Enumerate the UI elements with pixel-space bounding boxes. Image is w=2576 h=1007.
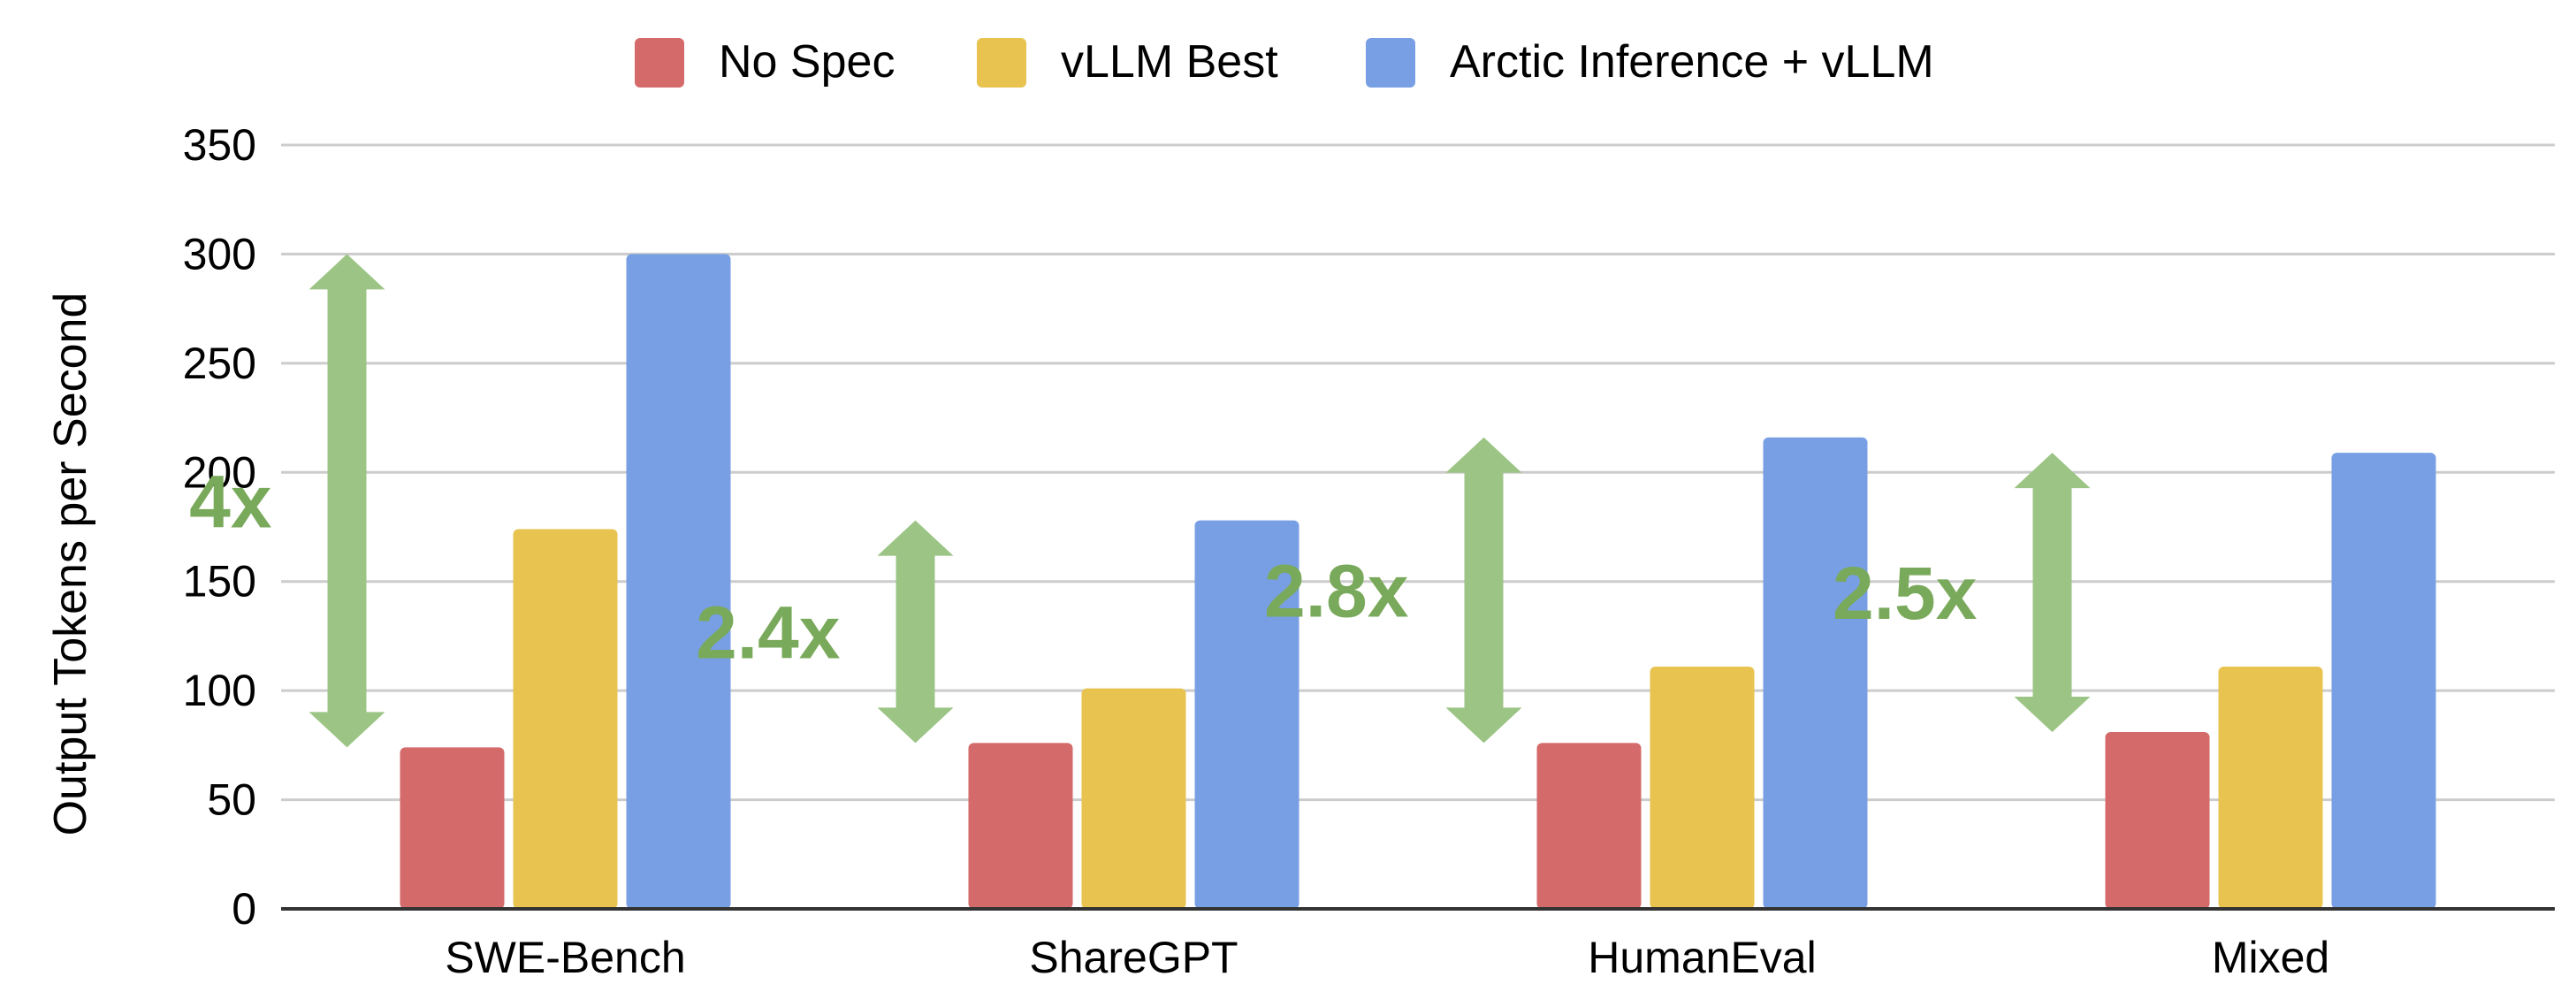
legend-label: Arctic Inference + vLLM (1450, 36, 1934, 88)
y-axis-ticks: 0 50 100 150 200 250 300 350 (183, 120, 256, 934)
y-axis-label: Output Tokens per Second (45, 293, 96, 836)
y-tick-label: 300 (183, 229, 256, 278)
speedup-label: 2.5x (1833, 552, 1978, 635)
speedup-arrow (877, 520, 954, 744)
y-tick-label: 200 (183, 447, 256, 497)
speedup-label: 2.4x (696, 591, 841, 674)
legend-label: vLLM Best (1061, 36, 1278, 88)
y-tick-label: 50 (207, 775, 256, 825)
bars (400, 254, 2436, 909)
y-tick-label: 350 (183, 120, 256, 170)
legend-label: No Spec (719, 36, 895, 88)
y-tick-label: 0 (232, 884, 256, 934)
x-tick-label: Mixed (2212, 933, 2329, 982)
speedup-arrow (309, 254, 385, 748)
bar-arctic-inference-vllm-sharegpt (1194, 520, 1299, 909)
legend-swatch (635, 38, 684, 88)
speedup-arrow (2014, 453, 2091, 733)
x-tick-label: HumanEval (1588, 933, 1816, 982)
y-tick-label: 250 (183, 339, 256, 388)
bar-vllm-best-humaneval (1650, 666, 1755, 909)
bar-vllm-best-swe-bench (513, 529, 618, 909)
speedup-label: 4x (189, 460, 272, 543)
bar-vllm-best-mixed (2218, 666, 2323, 909)
x-tick-label: SWE-Bench (445, 933, 685, 982)
bar-no-spec-sharegpt (968, 743, 1073, 909)
legend: No Spec vLLM Best Arctic Inference + vLLM (635, 36, 1934, 88)
y-tick-label: 150 (183, 557, 256, 606)
speedup-arrow (1445, 437, 1522, 744)
gridlines (281, 143, 2555, 802)
bar-no-spec-humaneval (1536, 743, 1642, 909)
speedup-label: 2.8x (1264, 550, 1409, 633)
x-tick-label: ShareGPT (1029, 933, 1238, 982)
bar-arctic-inference-vllm-swe-bench (626, 254, 731, 909)
legend-swatch (1366, 38, 1415, 88)
bar-no-spec-swe-bench (400, 747, 505, 909)
bar-arctic-inference-vllm-humaneval (1763, 437, 1868, 909)
x-axis: SWE-Bench ShareGPT HumanEval Mixed (281, 907, 2555, 982)
annotations: 4x 2.4x 2.8x 2.5x (189, 254, 2091, 748)
bar-vllm-best-sharegpt (1081, 688, 1186, 909)
y-tick-label: 100 (183, 666, 256, 715)
legend-swatch (977, 38, 1026, 88)
bar-no-spec-mixed (2105, 732, 2210, 909)
bar-arctic-inference-vllm-mixed (2331, 453, 2436, 909)
